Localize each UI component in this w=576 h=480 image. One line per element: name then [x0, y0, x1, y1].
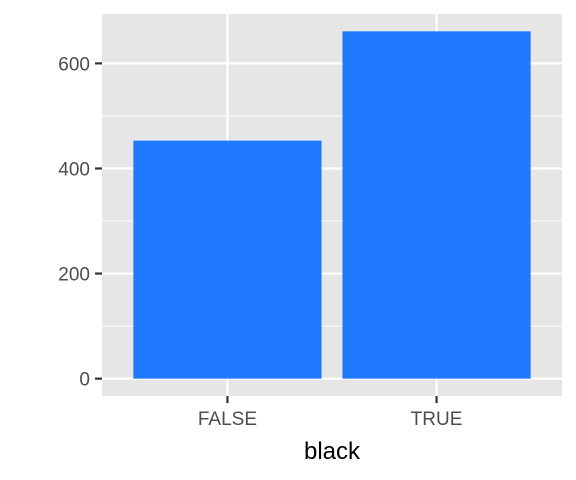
y-tick-label: 0 — [79, 370, 90, 391]
x-axis: FALSE TRUE — [198, 396, 463, 430]
y-tick-label: 400 — [58, 159, 90, 180]
x-tick-label: FALSE — [198, 409, 257, 430]
bar-false — [133, 141, 321, 379]
y-tick-label: 200 — [58, 265, 90, 286]
y-axis: 0 200 400 600 — [58, 54, 102, 390]
x-tick-label: TRUE — [411, 409, 463, 430]
bar-true — [342, 31, 530, 378]
y-tick-label: 600 — [58, 54, 90, 75]
x-axis-title: black — [304, 438, 361, 465]
